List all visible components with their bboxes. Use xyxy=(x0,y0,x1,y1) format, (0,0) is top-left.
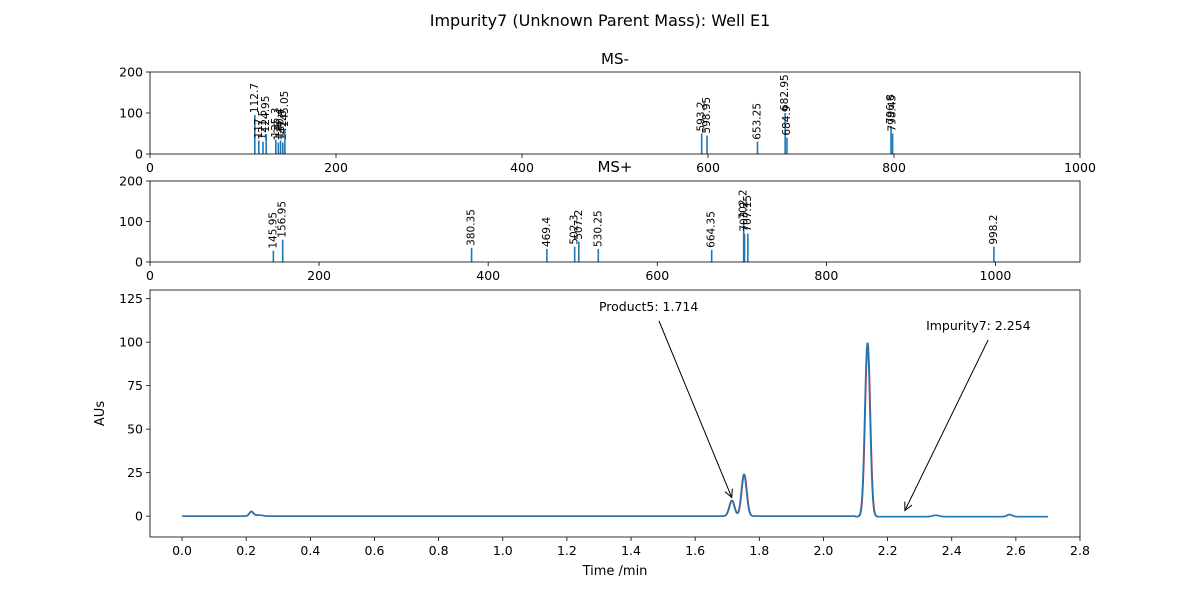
x-tick-label: 1.6 xyxy=(685,543,705,558)
peak-label: 598.95 xyxy=(701,97,713,134)
peak-label: 469.4 xyxy=(541,217,553,247)
panel-title: MS+ xyxy=(597,158,632,176)
peak-label: 998.2 xyxy=(988,215,1000,245)
x-tick-label: 1.0 xyxy=(493,543,513,558)
peak-label: 703.2 xyxy=(739,202,751,232)
peak-label: 140.4 xyxy=(275,108,287,138)
annotation-arrow xyxy=(658,320,733,498)
x-tick-label: 200 xyxy=(307,268,331,283)
peak-label: 796.8 xyxy=(885,94,897,124)
annotation-arrow xyxy=(904,339,989,511)
x-tick-label: 200 xyxy=(324,160,348,175)
x-tick-label: 2.8 xyxy=(1070,543,1090,558)
peak-label: 664.35 xyxy=(706,211,718,248)
peak-label: 653.25 xyxy=(752,103,764,140)
axes-frame xyxy=(149,289,1081,538)
panel-title: MS- xyxy=(601,50,629,68)
axes-frame xyxy=(149,180,1081,263)
x-tick-label: 800 xyxy=(882,160,906,175)
arrow-head xyxy=(724,488,733,499)
peak-annotation: Product5: 1.714 xyxy=(599,299,698,314)
y-tick-label: 100 xyxy=(119,106,143,121)
x-tick-label: 0.4 xyxy=(300,543,320,558)
y-tick-label: 200 xyxy=(119,65,143,80)
x-tick-label: 0.6 xyxy=(365,543,385,558)
x-tick-label: 400 xyxy=(510,160,534,175)
x-tick-label: 400 xyxy=(476,268,500,283)
x-tick-label: 2.4 xyxy=(942,543,962,558)
x-tick-label: 0 xyxy=(146,268,154,283)
peak-label: 593.2 xyxy=(696,101,708,131)
peak-label: 117 xyxy=(253,118,265,138)
peak-label: 684.9 xyxy=(781,106,793,136)
x-tick-label: 600 xyxy=(645,268,669,283)
x-tick-label: 2.6 xyxy=(1006,543,1026,558)
x-tick-label: 0.0 xyxy=(172,543,192,558)
x-tick-label: 1000 xyxy=(1064,160,1096,175)
peak-label: 145.05 xyxy=(279,91,291,128)
y-tick-label: 25 xyxy=(127,465,143,480)
peak-label: 156.95 xyxy=(277,201,289,238)
y-tick-label: 125 xyxy=(119,291,143,306)
peak-label: 702.2 xyxy=(738,189,750,219)
peak-label: 798.45 xyxy=(887,95,899,132)
x-tick-label: 1.8 xyxy=(749,543,769,558)
peak-label: 124.95 xyxy=(260,96,272,133)
peak-label: 121.5 xyxy=(257,110,269,140)
y-tick-label: 0 xyxy=(135,255,143,270)
x-tick-label: 1.2 xyxy=(557,543,577,558)
peak-label: 380.35 xyxy=(466,209,478,246)
axes-frame xyxy=(149,71,1081,155)
y-axis-label: AUs xyxy=(93,401,108,426)
x-tick-label: 600 xyxy=(696,160,720,175)
y-tick-label: 0 xyxy=(135,509,143,524)
peak-label: 707.15 xyxy=(742,195,754,232)
peak-label: 112.7 xyxy=(249,83,261,113)
trace-blue xyxy=(182,342,1048,518)
y-tick-label: 100 xyxy=(119,335,143,350)
peak-label: 502.3 xyxy=(569,215,581,245)
figure-title: Impurity7 (Unknown Parent Mass): Well E1 xyxy=(430,11,771,30)
y-tick-label: 75 xyxy=(127,378,143,393)
peak-label: 145.95 xyxy=(267,212,279,249)
x-tick-label: 0 xyxy=(146,160,154,175)
trace-red xyxy=(182,342,1048,518)
ms-minus-panel: MS- 0 200 400 600 800 1000 0 100 200 112.7 117121.5… xyxy=(119,50,1096,175)
y-tick-label: 100 xyxy=(119,214,143,229)
arrow-head xyxy=(904,501,913,512)
peak-label: 507.2 xyxy=(573,210,585,240)
x-tick-label: 1.4 xyxy=(621,543,641,558)
x-tick-label: 800 xyxy=(814,268,838,283)
peak-label: 530.25 xyxy=(592,210,604,247)
x-axis-label: Time /min xyxy=(582,564,648,579)
y-tick-label: 0 xyxy=(135,147,143,162)
x-tick-label: 1000 xyxy=(980,268,1012,283)
peak-label: 138 xyxy=(272,120,284,140)
chromatogram-panel: 0.0 0.2 0.4 0.6 0.8 1.0 1.2 1.4 1.6 1.8 2.0 2.2 2.4 2… xyxy=(93,289,1090,579)
x-tick-label: 2.0 xyxy=(814,543,834,558)
x-tick-label: 0.8 xyxy=(429,543,449,558)
y-tick-label: 50 xyxy=(127,422,143,437)
peak-label: 135.3 xyxy=(270,108,282,138)
peak-label: 682.95 xyxy=(779,74,791,111)
peak-annotation: Impurity7: 2.254 xyxy=(926,318,1031,333)
y-tick-label: 200 xyxy=(119,174,143,189)
x-tick-label: 2.2 xyxy=(878,543,898,558)
x-tick-label: 0.2 xyxy=(236,543,256,558)
peak-label: 142.8 xyxy=(277,110,289,140)
